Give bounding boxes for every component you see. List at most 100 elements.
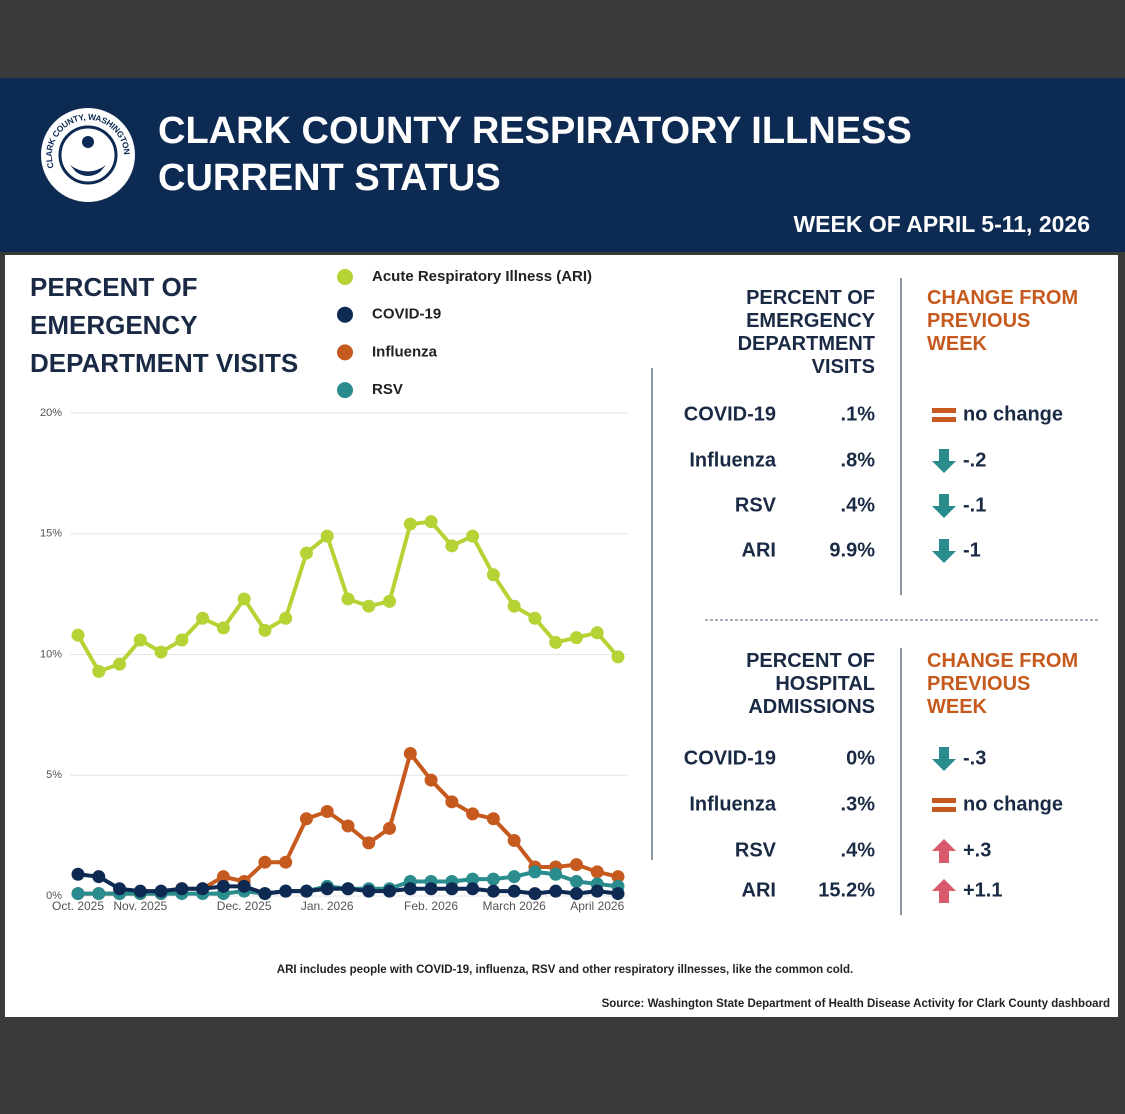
data-point xyxy=(258,887,272,901)
data-point xyxy=(507,833,521,847)
data-point xyxy=(486,872,500,886)
data-point xyxy=(445,539,459,553)
legend-swatch xyxy=(337,269,353,285)
data-point xyxy=(196,882,210,896)
data-point xyxy=(590,884,604,898)
data-point xyxy=(549,884,563,898)
x-tick-label: March 2026 xyxy=(482,899,546,913)
y-tick-label: 5% xyxy=(46,769,62,781)
data-point xyxy=(92,664,106,678)
legend-label: Influenza xyxy=(372,343,438,360)
row-label: Influenza xyxy=(689,793,777,815)
data-point xyxy=(237,879,251,893)
data-point xyxy=(279,855,293,869)
row-value: 9.9% xyxy=(829,539,875,561)
data-point xyxy=(279,884,293,898)
data-point xyxy=(133,884,147,898)
row-value: .8% xyxy=(841,449,876,471)
table-header: PERCENT OF HOSPITAL ADMISSIONS xyxy=(746,650,875,718)
down-arrow xyxy=(932,494,956,518)
legend-label: COVID-19 xyxy=(372,306,441,323)
y-tick-label: 15% xyxy=(40,528,62,540)
y-tick-label: 10% xyxy=(40,648,62,660)
y-tick-label: 0% xyxy=(46,890,62,902)
legend-label: Acute Respiratory Illness (ARI) xyxy=(372,268,592,285)
data-point xyxy=(569,887,583,901)
data-point xyxy=(216,879,230,893)
data-point xyxy=(71,628,85,642)
data-point xyxy=(590,626,604,640)
data-point xyxy=(383,594,397,608)
data-point xyxy=(383,821,397,835)
row-change: -.3 xyxy=(963,747,986,769)
data-point xyxy=(611,870,625,884)
title: CLARK COUNTY RESPIRATORY ILLNESS CURRENT… xyxy=(158,110,912,199)
row-value: 0% xyxy=(846,747,875,769)
up-arrow xyxy=(932,879,956,903)
data-point xyxy=(196,611,210,625)
data-point xyxy=(445,795,459,809)
logo-inner xyxy=(58,125,118,185)
data-point xyxy=(611,650,625,664)
data-point xyxy=(466,872,480,886)
data-point xyxy=(528,611,542,625)
table-header: CHANGE FROM PREVIOUS WEEK xyxy=(927,287,1079,355)
table-header: PERCENT OF EMERGENCY DEPARTMENT VISITS xyxy=(737,287,875,378)
table-header: CHANGE FROM PREVIOUS WEEK xyxy=(927,650,1079,718)
legend-swatch xyxy=(337,382,353,399)
data-point xyxy=(486,812,500,826)
down-arrow xyxy=(932,747,956,771)
source: Source: Washington State Department of H… xyxy=(602,998,1110,1010)
data-point xyxy=(341,882,355,896)
data-point xyxy=(528,887,542,901)
data-point xyxy=(590,865,604,879)
data-point xyxy=(507,884,521,898)
x-tick-label: Feb. 2026 xyxy=(404,899,458,913)
footnote: ARI includes people with COVID-19, influ… xyxy=(277,964,853,976)
no-change-icon xyxy=(932,798,956,803)
data-point xyxy=(71,867,85,881)
row-label: RSV xyxy=(735,494,777,516)
no-change-icon xyxy=(932,408,956,413)
row-label: COVID-19 xyxy=(684,403,776,425)
data-point xyxy=(258,855,272,869)
data-point xyxy=(341,592,355,606)
data-point xyxy=(175,882,189,896)
logo-canoe xyxy=(70,165,106,176)
y-tick-label: 20% xyxy=(40,407,62,419)
data-point xyxy=(569,858,583,872)
data-point xyxy=(445,882,459,896)
legend-swatch xyxy=(337,344,353,361)
row-value: .3% xyxy=(841,793,876,815)
week-label: WEEK OF APRIL 5-11, 2026 xyxy=(793,211,1090,237)
data-point xyxy=(486,884,500,898)
data-point xyxy=(299,812,313,826)
data-point xyxy=(466,882,480,896)
data-point xyxy=(549,635,563,649)
data-point xyxy=(216,870,230,884)
data-point xyxy=(362,884,376,898)
data-point xyxy=(362,599,376,613)
data-point xyxy=(466,529,480,543)
row-change: no change xyxy=(963,793,1063,815)
data-point xyxy=(216,621,230,635)
data-point xyxy=(466,807,480,821)
data-point xyxy=(424,882,438,896)
row-label: ARI xyxy=(742,539,776,561)
data-point xyxy=(92,887,106,901)
data-point xyxy=(71,887,85,901)
data-point xyxy=(320,882,334,896)
data-point xyxy=(113,882,127,896)
data-point xyxy=(424,515,438,529)
legend-label: RSV xyxy=(372,381,403,398)
down-arrow xyxy=(932,539,956,563)
data-point xyxy=(237,592,251,606)
row-change: -.2 xyxy=(963,449,986,471)
x-tick-label: Nov. 2025 xyxy=(113,899,167,913)
data-point xyxy=(258,623,272,637)
data-point xyxy=(320,804,334,818)
row-change: -1 xyxy=(963,539,981,561)
data-point xyxy=(403,517,417,531)
